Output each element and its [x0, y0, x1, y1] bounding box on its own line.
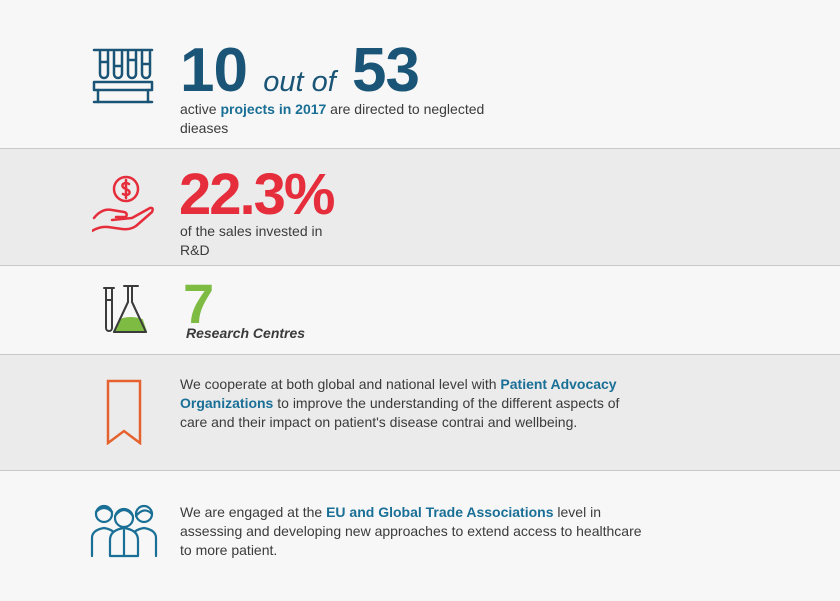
stat-band-projects	[0, 0, 840, 148]
stat-projects-value: 10 out of 53	[180, 40, 420, 102]
stat-sales-value: 22.3%	[179, 162, 335, 227]
stat-projects-total: 53	[352, 36, 420, 105]
info-advocacy-text: We cooperate at both global and national…	[180, 376, 620, 430]
projects-highlight: projects in 2017	[220, 101, 327, 117]
bookmark-icon	[106, 379, 142, 445]
trade-highlight: EU and Global Trade Associations	[326, 504, 554, 520]
money-hand-icon	[92, 172, 154, 234]
stat-projects-number: 10	[180, 36, 248, 105]
test-tubes-icon	[92, 48, 154, 106]
stat-projects-out-of: out of	[263, 66, 336, 98]
info-trade-text: We are engaged at the EU and Global Trad…	[180, 504, 642, 558]
info-band-trade	[0, 471, 840, 601]
stat-band-research	[0, 266, 840, 354]
stat-research-caption: Research Centres	[186, 325, 306, 341]
stat-research-value: 7	[183, 272, 214, 335]
stat-band-sales	[0, 148, 840, 266]
advocacy-highlight: Patient Advocacy Organizations	[180, 376, 617, 411]
lab-flask-icon	[100, 282, 156, 338]
people-group-icon	[90, 500, 158, 558]
stat-projects-description: active projects in 2017 are directed to …	[180, 101, 485, 136]
stat-sales-description: of the sales invested in R&D	[180, 223, 323, 258]
